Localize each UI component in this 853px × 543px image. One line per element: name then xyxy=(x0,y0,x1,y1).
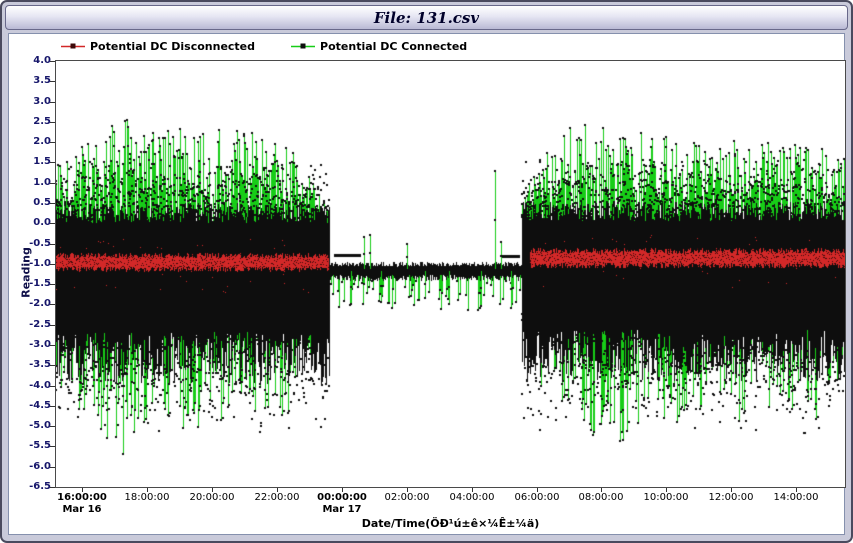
x-tick-label: 22:00:00 xyxy=(245,492,309,504)
y-tick-label: -0.5 xyxy=(9,238,51,250)
legend: Potential DC Disconnected Potential DC C… xyxy=(61,40,467,53)
y-tick-label: -3.0 xyxy=(9,339,51,351)
y-tick-label: -6.5 xyxy=(9,481,51,493)
window-title: File: 131.csv xyxy=(374,9,479,27)
y-tick-label: -1.5 xyxy=(9,278,51,290)
red-line-marker-icon xyxy=(61,42,85,51)
x-tick-label: 02:00:00 xyxy=(375,492,439,504)
legend-label-connected: Potential DC Connected xyxy=(320,40,467,53)
x-tick-label: 06:00:00 xyxy=(505,492,569,504)
y-tick-label: 2.5 xyxy=(9,116,51,128)
y-tick-label: 0.0 xyxy=(9,217,51,229)
legend-item-potential-dc-disconnected[interactable]: Potential DC Disconnected xyxy=(61,40,255,53)
x-tick-label: 20:00:00 xyxy=(180,492,244,504)
chart-panel: Potential DC Disconnected Potential DC C… xyxy=(8,33,845,535)
y-tick-label: -6.0 xyxy=(9,461,51,473)
x-tick-label: 00:00:00 xyxy=(310,492,374,504)
y-tick-label: -1.0 xyxy=(9,258,51,270)
title-bar[interactable]: File: 131.csv xyxy=(5,5,848,30)
y-tick-label: -4.0 xyxy=(9,380,51,392)
x-tick-label: 04:00:00 xyxy=(440,492,504,504)
y-tick-label: 3.0 xyxy=(9,96,51,108)
y-tick-label: 2.0 xyxy=(9,136,51,148)
y-tick-label: 1.0 xyxy=(9,177,51,189)
y-tick-label: -3.5 xyxy=(9,359,51,371)
y-tick-label: 3.5 xyxy=(9,75,51,87)
x-tick-label: 10:00:00 xyxy=(634,492,698,504)
x-date-label: Mar 17 xyxy=(310,504,374,516)
app-window: File: 131.csv Potential DC Disconnected … xyxy=(0,0,853,543)
y-tick-label: -5.0 xyxy=(9,420,51,432)
y-tick-label: 4.0 xyxy=(9,55,51,67)
x-tick-label: 08:00:00 xyxy=(569,492,633,504)
y-tick-label: -5.5 xyxy=(9,440,51,452)
y-tick-label: 0.5 xyxy=(9,197,51,209)
plot-area[interactable] xyxy=(55,60,846,488)
x-tick-label: 14:00:00 xyxy=(764,492,828,504)
x-tick-label: 18:00:00 xyxy=(115,492,179,504)
plot-canvas[interactable] xyxy=(56,61,845,487)
y-tick-label: -4.5 xyxy=(9,400,51,412)
y-tick-label: -2.5 xyxy=(9,319,51,331)
x-tick-label: 16:00:00 xyxy=(50,492,114,504)
green-line-marker-icon xyxy=(291,42,315,51)
legend-label-disconnected: Potential DC Disconnected xyxy=(90,40,255,53)
x-tick-label: 12:00:00 xyxy=(699,492,763,504)
y-tick-label: -2.0 xyxy=(9,298,51,310)
x-date-label: Mar 16 xyxy=(50,504,114,516)
legend-item-potential-dc-connected[interactable]: Potential DC Connected xyxy=(291,40,467,53)
y-tick-label: 1.5 xyxy=(9,156,51,168)
x-axis-title: Date/Time(ÖÐ¹ú±ê×¼Ê±¼ä) xyxy=(55,517,846,530)
